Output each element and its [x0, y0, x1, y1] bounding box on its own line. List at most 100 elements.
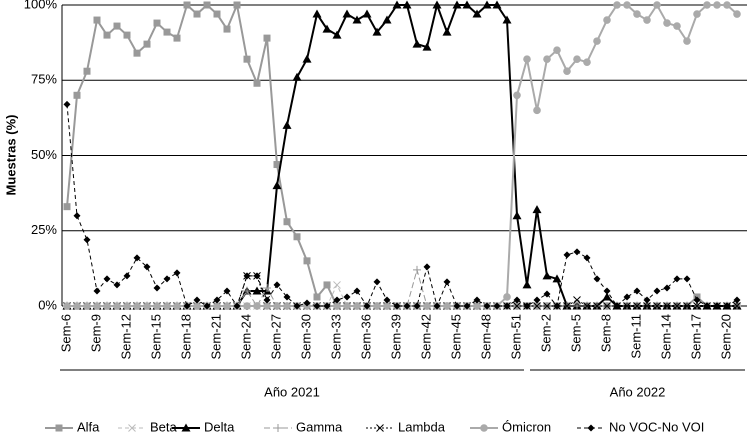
marker: [573, 55, 581, 63]
marker: [633, 302, 641, 310]
marker: [423, 302, 431, 310]
marker: [653, 287, 661, 295]
marker: [263, 296, 271, 304]
marker: [543, 55, 551, 63]
marker: [443, 302, 451, 310]
marker: [303, 299, 311, 307]
marker: [373, 302, 381, 310]
marker: [93, 287, 101, 295]
marker: [273, 281, 281, 289]
x-tick-label: Sem-36: [358, 314, 373, 360]
marker: [473, 296, 481, 304]
marker: [372, 27, 382, 36]
marker: [563, 302, 571, 310]
marker: [343, 302, 351, 310]
marker: [643, 302, 651, 310]
series-line: [66, 104, 738, 308]
marker: [513, 296, 521, 304]
x-tick-label: Sem-18: [178, 314, 193, 360]
marker: [93, 302, 101, 310]
legend-label: Alfa: [77, 419, 100, 434]
marker: [123, 31, 131, 39]
x-tick-label: Sem-30: [298, 314, 313, 360]
marker: [183, 1, 191, 9]
marker: [543, 302, 551, 310]
marker: [233, 302, 241, 310]
marker: [583, 302, 591, 310]
marker: [503, 293, 511, 301]
marker: [103, 275, 111, 283]
marker: [203, 302, 211, 310]
marker: [543, 290, 551, 298]
marker: [392, 0, 402, 9]
marker: [482, 0, 492, 9]
x-tick-label: Sem-15: [148, 314, 163, 360]
marker: [252, 286, 262, 295]
marker: [733, 10, 741, 18]
marker: [293, 302, 301, 310]
marker: [362, 9, 372, 18]
marker: [502, 15, 512, 24]
marker: [733, 296, 741, 304]
marker: [73, 302, 81, 310]
marker: [173, 269, 181, 277]
marker: [213, 302, 221, 310]
x-tick-label: Sem-21: [208, 314, 223, 360]
marker: [383, 302, 391, 310]
marker: [83, 67, 91, 75]
marker: [282, 120, 292, 129]
marker: [573, 296, 581, 304]
marker: [533, 106, 541, 115]
x-tick-label: Sem-48: [478, 314, 493, 360]
marker: [663, 302, 671, 310]
marker: [723, 302, 731, 310]
marker: [353, 287, 361, 295]
marker: [613, 1, 621, 9]
marker: [723, 1, 731, 9]
marker: [322, 24, 332, 33]
marker: [473, 302, 481, 310]
series-line: [67, 275, 737, 307]
marker: [422, 42, 432, 51]
marker: [673, 275, 681, 283]
x-tick-label: Sem-39: [388, 314, 403, 360]
marker: [703, 1, 711, 9]
y-tick-label: 100%: [24, 0, 58, 11]
marker: [452, 0, 462, 9]
marker: [633, 10, 641, 18]
marker: [483, 302, 491, 310]
marker: [333, 296, 341, 304]
marker: [587, 424, 595, 432]
marker: [553, 302, 561, 310]
y-tick-label: 25%: [31, 222, 57, 237]
marker: [593, 275, 601, 283]
marker: [173, 34, 181, 42]
marker: [223, 287, 231, 295]
marker: [83, 302, 91, 310]
legend-label: Gamma: [296, 419, 343, 434]
marker: [312, 9, 322, 18]
marker: [683, 275, 691, 283]
x-tick-label: Sem-42: [418, 314, 433, 360]
x-tick-label: Sem-27: [268, 314, 283, 360]
marker: [93, 16, 101, 24]
y-tick-label: 75%: [31, 72, 57, 87]
marker: [603, 302, 611, 310]
marker: [623, 1, 631, 9]
marker: [302, 54, 312, 63]
marker: [253, 79, 261, 87]
marker: [63, 203, 71, 211]
marker: [213, 10, 221, 18]
marker: [183, 302, 191, 310]
x-tick-label: Sem-2: [538, 314, 553, 352]
series: [63, 100, 741, 310]
marker: [573, 248, 581, 256]
marker: [283, 218, 291, 226]
marker: [623, 302, 631, 310]
x-tick-label: Sem-5: [568, 314, 583, 352]
marker: [423, 263, 431, 271]
marker: [602, 292, 612, 301]
marker: [480, 424, 488, 432]
marker: [593, 302, 601, 310]
marker: [274, 424, 282, 432]
